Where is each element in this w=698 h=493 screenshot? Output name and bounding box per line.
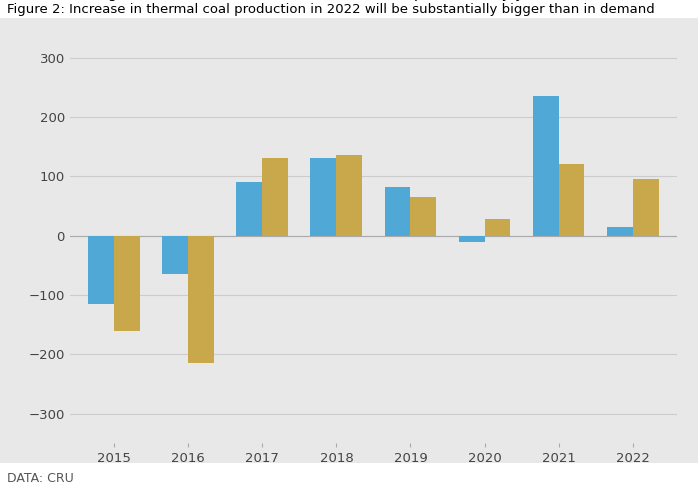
Text: Changes in Chinese thermal coal demand and production, y/y, Mt: Changes in Chinese thermal coal demand a…	[70, 0, 551, 1]
Bar	[336, 155, 362, 236]
Bar	[558, 164, 584, 236]
Bar	[311, 158, 336, 236]
Bar	[410, 197, 436, 236]
Bar	[262, 158, 288, 236]
Bar	[237, 182, 262, 236]
Bar	[484, 219, 510, 236]
Bar	[632, 179, 658, 236]
Bar	[385, 187, 410, 236]
Bar	[533, 96, 558, 236]
Bar	[459, 236, 484, 242]
Bar	[163, 236, 188, 274]
Bar	[114, 236, 140, 330]
Bar	[89, 236, 114, 304]
Text: DATA: CRU: DATA: CRU	[7, 471, 74, 485]
Bar	[607, 227, 632, 236]
Bar	[188, 236, 214, 363]
Text: Figure 2: Increase in thermal coal production in 2022 will be substantially bigg: Figure 2: Increase in thermal coal produ…	[7, 2, 655, 15]
